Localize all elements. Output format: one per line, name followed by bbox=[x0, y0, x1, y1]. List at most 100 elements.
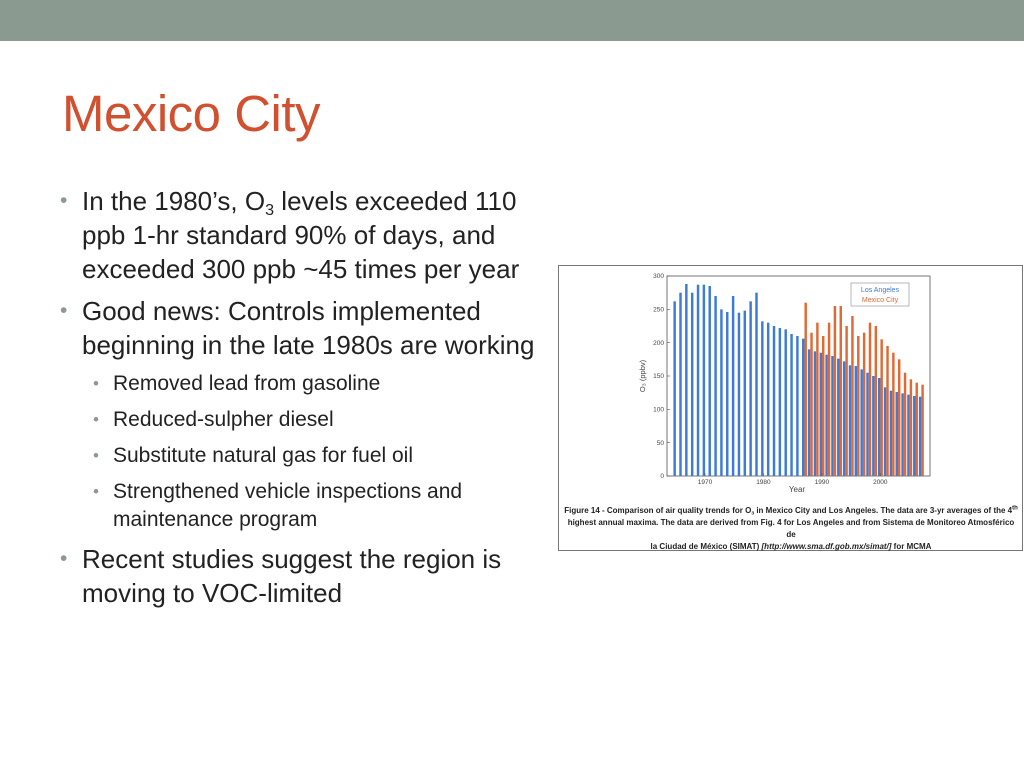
y-tick-label: 200 bbox=[653, 340, 664, 347]
sub-bullet-item: • Strengthened vehicle inspections and ma… bbox=[60, 478, 560, 534]
caption-line: la Ciudad de México (SIMAT) [http://www.… bbox=[563, 541, 1019, 553]
bar-mexico-city-1989 bbox=[816, 322, 819, 476]
bullet-list: • In the 1980’s, O3 levels exceeded 110 p… bbox=[60, 184, 560, 618]
bar-los-angeles-2002 bbox=[889, 390, 893, 476]
bullet-text: Strengthened vehicle inspections and mai… bbox=[113, 480, 463, 531]
y-tick-label: 250 bbox=[653, 307, 664, 314]
bar-los-angeles-1993 bbox=[837, 358, 840, 476]
bar-los-angeles-1989 bbox=[813, 351, 817, 476]
bar-los-angeles-1985 bbox=[790, 334, 793, 476]
bar-mexico-city-1991 bbox=[827, 322, 831, 476]
bar-los-angeles-2000 bbox=[877, 378, 881, 476]
bar-los-angeles-1970 bbox=[702, 284, 706, 476]
bar-los-angeles-2003 bbox=[895, 392, 898, 476]
bar-los-angeles-1997 bbox=[860, 369, 863, 476]
bar-los-angeles-1986 bbox=[796, 336, 799, 476]
bar-los-angeles-2005 bbox=[907, 394, 910, 476]
bar-los-angeles-1967 bbox=[685, 284, 688, 476]
bar-los-angeles-1980 bbox=[761, 321, 764, 476]
bar-mexico-city-1995 bbox=[851, 316, 854, 476]
bullet-item: • Recent studies suggest the region is mo… bbox=[60, 542, 560, 610]
ozone-trend-chart: 0 50 100 150 200 250 300 1970 1980 1990 2000 Year… bbox=[638, 273, 931, 494]
bullet-text: In the 1980’s, O bbox=[82, 186, 266, 216]
bullet-dot-icon: • bbox=[93, 482, 99, 501]
bullet-dot-icon: • bbox=[93, 410, 99, 429]
bar-mexico-city-1994 bbox=[845, 326, 848, 476]
slide-title: Mexico City bbox=[62, 85, 321, 142]
bullet-dot-icon: • bbox=[60, 547, 68, 570]
bar-mexico-city-1997 bbox=[862, 332, 866, 476]
x-tick-label: 2000 bbox=[873, 479, 888, 486]
bar-mexico-city-1987 bbox=[804, 302, 807, 476]
caption-url: [http://www.sma.df.gob.mx/simat/] bbox=[761, 542, 892, 551]
bar-mexico-city-1993 bbox=[839, 306, 842, 476]
legend-box bbox=[850, 282, 910, 307]
subscript: 3 bbox=[265, 200, 275, 219]
sub-bullet-item: • Reduced-sulpher diesel bbox=[60, 406, 560, 434]
bar-los-angeles-1994 bbox=[842, 361, 846, 476]
bullet-text: Recent studies suggest the region is mov… bbox=[82, 544, 502, 608]
y-tick-label: 100 bbox=[653, 407, 664, 414]
bar-los-angeles-1966 bbox=[679, 292, 682, 476]
bar-los-angeles-1996 bbox=[854, 366, 858, 476]
bar-los-angeles-1988 bbox=[807, 349, 811, 476]
legend-entry-los-angeles: Los Angeles bbox=[861, 287, 900, 294]
bar-los-angeles-1995 bbox=[848, 365, 852, 476]
caption-text: for MCMA bbox=[891, 542, 932, 551]
x-tick-label: 1990 bbox=[815, 479, 830, 486]
bullet-text: Reduced-sulpher diesel bbox=[113, 408, 334, 431]
y-tick-label: 150 bbox=[653, 373, 664, 380]
bar-los-angeles-2006 bbox=[913, 396, 916, 476]
bar-los-angeles-1965 bbox=[673, 301, 676, 476]
bar-los-angeles-1998 bbox=[866, 372, 869, 476]
bar-mexico-city-2001 bbox=[886, 346, 889, 476]
superscript: th bbox=[1012, 505, 1018, 512]
subscript: 3 bbox=[751, 511, 755, 517]
bullet-text: Good news: Controls implemented beginnin… bbox=[82, 296, 535, 360]
bullet-dot-icon: • bbox=[93, 374, 99, 393]
bar-los-angeles-1983 bbox=[778, 328, 782, 476]
bar-mexico-city-1992 bbox=[833, 306, 837, 476]
bar-los-angeles-1979 bbox=[755, 292, 758, 476]
bullet-dot-icon: • bbox=[60, 189, 68, 212]
bar-mexico-city-2003 bbox=[897, 359, 901, 476]
bar-los-angeles-1982 bbox=[772, 326, 776, 476]
bar-mexico-city-1996 bbox=[857, 336, 860, 476]
bar-mexico-city-2006 bbox=[915, 382, 918, 476]
bar-los-angeles-1978 bbox=[749, 301, 752, 476]
x-tick-label: 1980 bbox=[756, 479, 771, 486]
bar-mexico-city-1988 bbox=[810, 332, 813, 476]
bar-mexico-city-2004 bbox=[903, 372, 907, 476]
bar-los-angeles-1969 bbox=[696, 284, 700, 476]
bar-los-angeles-1975 bbox=[731, 296, 735, 476]
sub-bullet-item: • Removed lead from gasoline bbox=[60, 370, 560, 398]
bar-los-angeles-1974 bbox=[726, 312, 729, 476]
bar-los-angeles-1972 bbox=[714, 296, 717, 476]
y-tick-label: 0 bbox=[660, 473, 664, 480]
bar-los-angeles-1981 bbox=[766, 322, 770, 476]
bar-los-angeles-2004 bbox=[901, 393, 904, 476]
bullet-item: • Good news: Controls implemented beginni… bbox=[60, 294, 560, 362]
bar-mexico-city-1999 bbox=[874, 326, 878, 476]
bar-los-angeles-2007 bbox=[918, 396, 922, 476]
bullet-dot-icon: • bbox=[93, 446, 99, 465]
bar-los-angeles-1976 bbox=[737, 312, 741, 476]
y-tick-label: 50 bbox=[657, 440, 665, 447]
bullet-item: • In the 1980’s, O3 levels exceeded 110 p… bbox=[60, 184, 560, 286]
bar-los-angeles-1991 bbox=[825, 354, 828, 476]
y-axis: 0 50 100 150 200 250 300 bbox=[653, 273, 670, 480]
bar-los-angeles-1973 bbox=[720, 309, 723, 476]
bullet-text: levels exceeded 110 ppb 1-hr standard 90… bbox=[82, 186, 520, 284]
y-tick-label: 300 bbox=[653, 273, 664, 280]
bar-mexico-city-1990 bbox=[822, 336, 825, 476]
bar-los-angeles-1977 bbox=[743, 310, 747, 476]
bar-los-angeles-1971 bbox=[708, 286, 711, 476]
bar-los-angeles-1968 bbox=[690, 292, 694, 476]
bar-mexico-city-2002 bbox=[892, 352, 895, 476]
caption-text: in Mexico City and Los Angeles. The data… bbox=[754, 506, 1013, 515]
bar-los-angeles-2001 bbox=[883, 387, 887, 476]
figure-caption: Figure 14 - Comparison of air quality tr… bbox=[563, 505, 1019, 553]
bar-mexico-city-2007 bbox=[921, 384, 924, 476]
bar-los-angeles-1987 bbox=[802, 338, 805, 476]
caption-line: Figure 14 - Comparison of air quality tr… bbox=[563, 505, 1019, 517]
